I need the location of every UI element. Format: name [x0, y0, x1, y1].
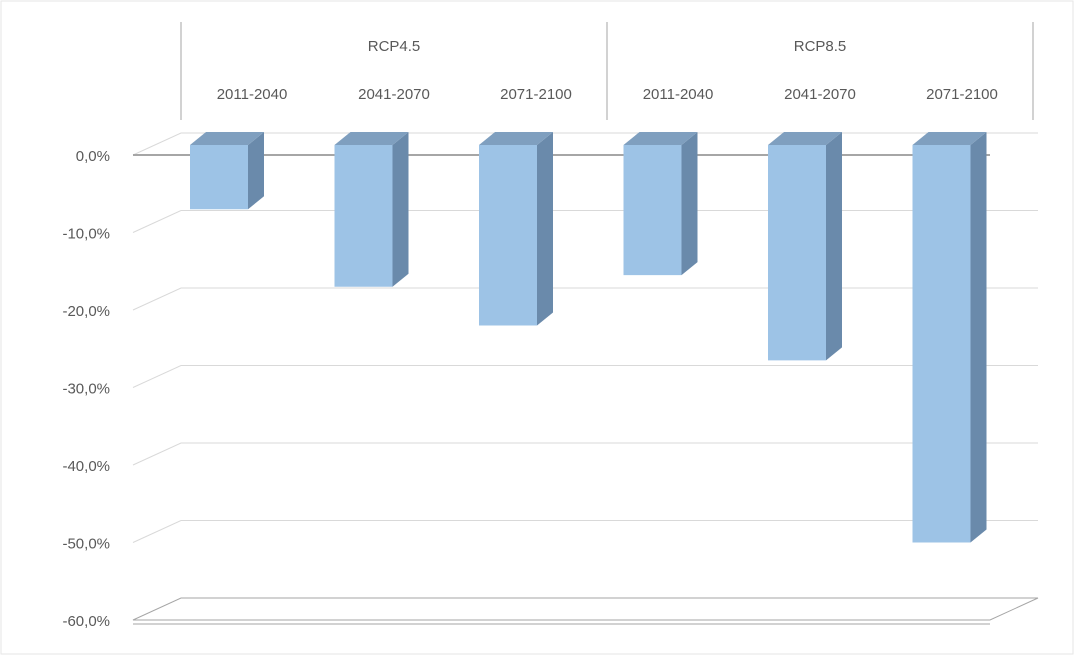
y-tick-label: -50,0% — [62, 536, 110, 553]
gridline — [132, 210, 1038, 233]
y-tick-label: -60,0% — [62, 613, 110, 630]
gridline — [132, 520, 1038, 543]
bar-side-face — [537, 132, 553, 326]
bar — [912, 132, 987, 543]
y-tick-label: 0,0% — [76, 148, 110, 165]
bar-side-face — [826, 132, 842, 361]
bar-front-face — [623, 145, 682, 276]
bar-side-face — [681, 132, 698, 276]
gridline — [132, 132, 1038, 156]
bar-side-face — [392, 132, 409, 287]
bar-top-face — [190, 132, 264, 145]
bar-top-face — [768, 132, 842, 145]
bar-top-face — [334, 132, 409, 145]
bar — [768, 132, 842, 361]
y-tick-label: -30,0% — [62, 381, 110, 398]
bar-front-face — [190, 145, 248, 210]
bar-top-face — [912, 132, 987, 145]
bar-side-face — [970, 132, 987, 543]
gridline — [132, 287, 1038, 311]
bar — [190, 132, 264, 210]
x-tick-label: 2071-2100 — [500, 86, 572, 103]
x-tick-label: 2071-2100 — [926, 86, 998, 103]
bar-top-face — [623, 132, 698, 145]
group-label: RCP8.5 — [794, 38, 847, 55]
category-header: RCP4.5 2011-2040 2041-2070 2071-2100 RCP8.5 2… — [180, 22, 1034, 120]
bar — [334, 132, 409, 287]
x-tick-label: 2041-2070 — [784, 86, 856, 103]
group-label: RCP4.5 — [368, 38, 421, 55]
bar-front-face — [479, 145, 537, 326]
bar-side-face — [248, 132, 264, 210]
bar-top-face — [479, 132, 553, 145]
y-axis-tick-labels: 0,0% -10,0% -20,0% -30,0% -40,0% -50,0% -60,0% — [62, 148, 110, 630]
y-tick-label: -40,0% — [62, 458, 110, 475]
gridlines — [132, 132, 1038, 543]
bar-front-face — [334, 145, 393, 287]
x-tick-label: 2011-2040 — [217, 86, 288, 103]
gridline — [132, 442, 1038, 466]
gridline — [132, 365, 1038, 388]
y-tick-label: -20,0% — [62, 303, 110, 320]
floor-panel — [132, 597, 1039, 621]
bar-front-face — [912, 145, 971, 543]
bar — [623, 132, 698, 276]
chart-floor — [132, 597, 1039, 625]
bars — [190, 132, 987, 543]
bar-front-face — [768, 145, 826, 361]
y-tick-label: -10,0% — [62, 226, 110, 243]
x-tick-label: 2011-2040 — [643, 86, 714, 103]
x-tick-label: 2041-2070 — [358, 86, 430, 103]
bar — [479, 132, 553, 326]
